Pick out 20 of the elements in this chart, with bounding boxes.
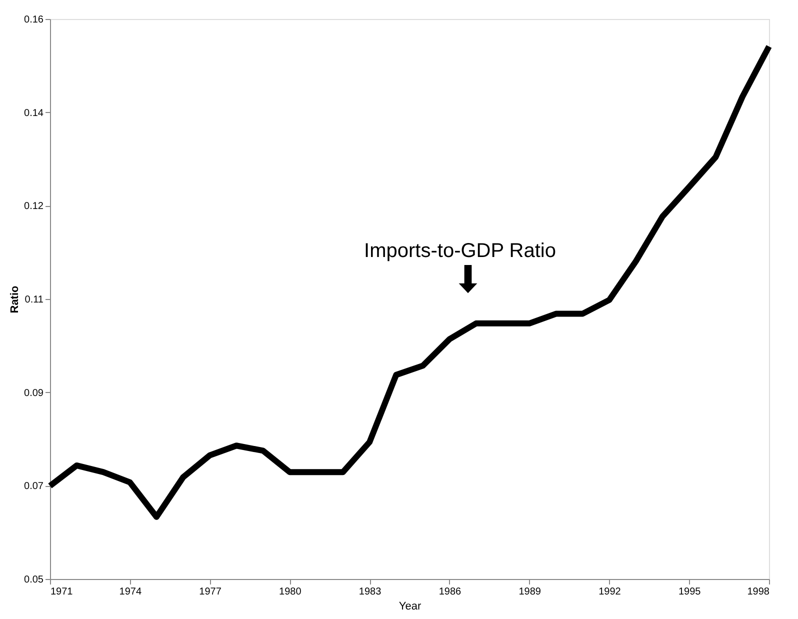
x-tick-label: 1995 xyxy=(678,586,702,598)
x-tick-label: 1974 xyxy=(119,586,142,598)
y-tick-label: 0.11 xyxy=(24,294,44,306)
x-tick-label: 1977 xyxy=(199,586,222,598)
x-axis-title: Year xyxy=(398,600,422,612)
y-tick-label: 0.14 xyxy=(24,108,44,119)
y-tick-label: 0.12 xyxy=(24,201,44,212)
y-tick-label: 0.09 xyxy=(24,388,44,399)
x-tick-label: 1992 xyxy=(598,586,622,598)
x-tick-label: 1980 xyxy=(279,586,302,598)
y-tick-label: 0.16 xyxy=(24,14,44,26)
x-tick-label: 1998 xyxy=(747,586,770,598)
y-tick-label: 0.05 xyxy=(24,574,44,586)
x-tick-label: 1971 xyxy=(50,586,74,598)
y-axis-title: Ratio xyxy=(9,285,22,314)
annotation: Imports-to-GDP Ratio xyxy=(364,240,556,262)
x-tick-label: 1986 xyxy=(438,586,462,598)
x-tick-label: 1989 xyxy=(518,586,542,598)
x-tick-label: 1983 xyxy=(358,586,382,598)
y-tick-label: 0.07 xyxy=(24,481,44,492)
